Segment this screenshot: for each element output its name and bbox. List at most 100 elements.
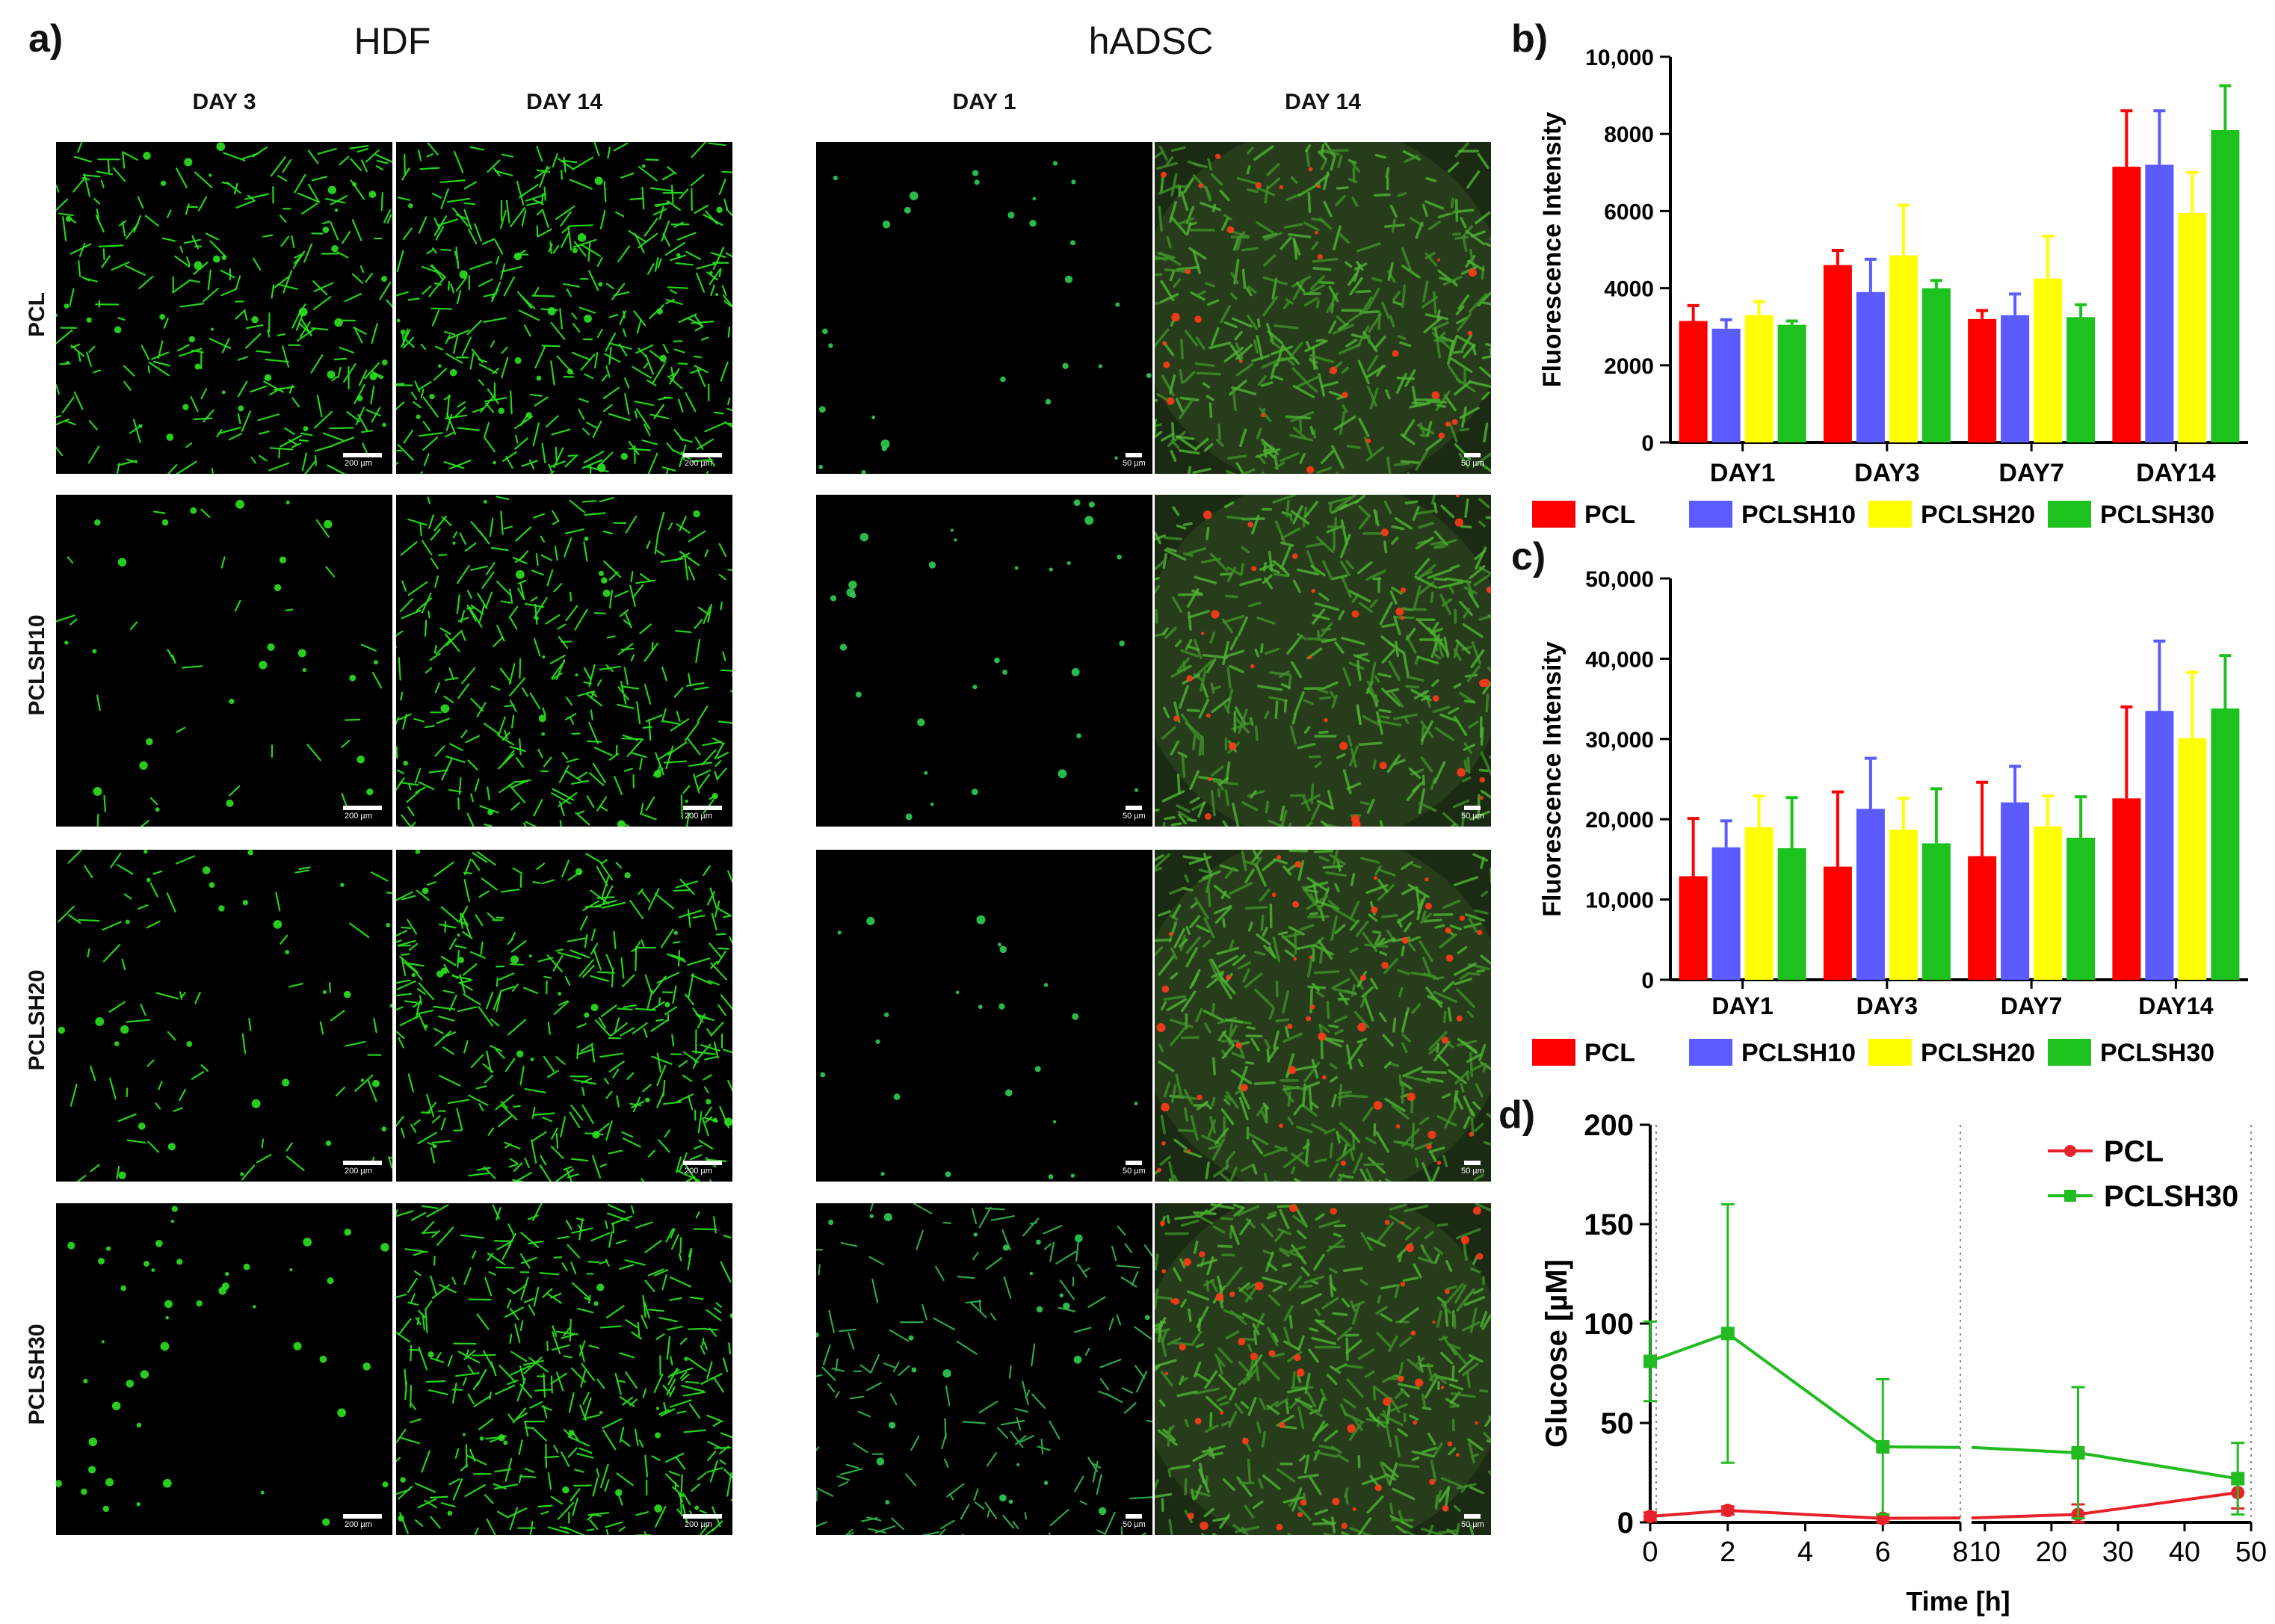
bar — [1921, 843, 1951, 980]
group-title-hdf: HDF — [354, 20, 431, 62]
scale-bar — [1126, 1514, 1142, 1519]
data-point — [1720, 1327, 1735, 1341]
scale-bar-label: 200 µm — [345, 812, 372, 821]
y-tick-label: 4000 — [1604, 277, 1654, 302]
category-label: DAY14 — [2136, 459, 2216, 487]
panel-b-letter: b) — [1511, 17, 1549, 61]
data-point — [2231, 1472, 2245, 1486]
group-title-hadsc: hADSC — [1088, 20, 1214, 62]
y-tick-label: 0 — [1641, 431, 1654, 456]
micrograph-image — [56, 1203, 392, 1535]
panel-d-letter: d) — [1498, 1093, 1536, 1137]
column-title-hadsc-day1: DAY 1 — [952, 90, 1016, 114]
scale-bar — [343, 453, 382, 457]
scale-bar-label: 200 µm — [345, 459, 372, 468]
legend-marker — [2064, 1190, 2076, 1202]
legend-label: PCL — [1584, 1039, 1635, 1067]
scale-bar-label: 200 µm — [345, 1520, 372, 1529]
bar — [2145, 711, 2174, 980]
legend-label: PCLSH30 — [2104, 1180, 2238, 1213]
bar — [2145, 164, 2174, 443]
bar — [1823, 265, 1852, 442]
micrograph-image — [396, 142, 732, 474]
bar — [2178, 738, 2207, 980]
y-tick-label: 2000 — [1604, 354, 1654, 379]
data-point — [1643, 1510, 1657, 1524]
legend-swatch — [1689, 1039, 1732, 1066]
y-tick-label: 10,000 — [1585, 889, 1654, 913]
legend-label: PCLSH10 — [1741, 501, 1856, 529]
scale-bar-label: 200 µm — [685, 1167, 712, 1176]
scale-bar — [1464, 453, 1481, 457]
legend-label: PCLSH20 — [1921, 501, 2035, 529]
scale-bar — [343, 1161, 382, 1165]
micrograph-image — [396, 1203, 732, 1535]
bar — [2066, 317, 2096, 442]
x-tick-label: 2 — [1720, 1537, 1735, 1568]
row-title-pclsh10: PCLSH10 — [25, 614, 49, 716]
category-label: DAY3 — [1856, 992, 1918, 1019]
bar — [1856, 291, 1885, 442]
legend-swatch — [1689, 501, 1732, 528]
chart-c-fluorescence-bars: 0 10,000 20,000 30,000 40,000 50,000 Fluoresce… — [1532, 567, 2248, 1067]
legend-label: PCL — [2104, 1135, 2164, 1168]
micrograph-image — [396, 850, 732, 1182]
scale-bar — [683, 1161, 722, 1165]
y-tick-label: 6000 — [1604, 200, 1654, 224]
y-tick-label: 50,000 — [1585, 567, 1654, 592]
scale-bar-label: 200 µm — [685, 812, 712, 821]
scale-bar — [1464, 1514, 1481, 1519]
bar — [2034, 278, 2063, 442]
y-tick-label: 150 — [1584, 1208, 1634, 1241]
bar — [1777, 324, 1806, 442]
data-point — [1720, 1504, 1735, 1518]
y-tick-label: 40,000 — [1585, 647, 1654, 672]
bar — [2211, 708, 2240, 980]
bar — [2178, 212, 2207, 442]
category-label: DAY7 — [2001, 992, 2062, 1019]
scale-bar — [1464, 1161, 1481, 1165]
x-tick-label: 4 — [1797, 1537, 1813, 1568]
bar — [1823, 866, 1852, 980]
scale-bar — [683, 806, 722, 810]
bar — [2112, 798, 2141, 980]
bar — [1744, 315, 1774, 442]
column-title-hdf-day3: DAY 3 — [192, 90, 256, 114]
micrograph-image — [816, 495, 1152, 827]
x-axis-label: Time [h] — [1906, 1586, 2010, 1617]
y-tick-label: 50 — [1601, 1407, 1635, 1440]
y-tick-label: 8000 — [1604, 123, 1654, 147]
scale-bar-label: 50 µm — [1461, 812, 1484, 821]
scale-bar-label: 50 µm — [1461, 1520, 1484, 1529]
data-point — [2071, 1445, 2085, 1460]
bar — [1889, 255, 1918, 442]
row-title-pclsh30: PCLSH30 — [25, 1324, 49, 1425]
x-tick-label: 8 — [1952, 1537, 1968, 1568]
x-tick-label: 10 — [1969, 1537, 2001, 1568]
bar — [1889, 830, 1918, 980]
micrograph-image — [1155, 850, 1491, 1182]
scale-bar — [1126, 1161, 1142, 1165]
category-label: DAY1 — [1710, 459, 1776, 487]
bar — [2066, 837, 2096, 980]
legend-marker — [2064, 1145, 2076, 1157]
chart-b-fluorescence-bars: 0 2000 4000 6000 8000 10,000 Fluorescence Inte… — [1532, 46, 2248, 529]
scale-bar — [683, 1514, 722, 1519]
scale-bar-label: 50 µm — [1461, 1167, 1484, 1176]
y-tick-label: 20,000 — [1585, 808, 1654, 833]
bar — [1856, 809, 1885, 980]
category-label: DAY3 — [1854, 459, 1920, 487]
micrograph-image — [56, 142, 392, 474]
legend-swatch — [1868, 1039, 1912, 1066]
y-tick-label: 100 — [1584, 1308, 1634, 1341]
scale-bar-label: 200 µm — [685, 1520, 712, 1529]
micrograph-image — [816, 850, 1152, 1182]
category-label: DAY14 — [2138, 992, 2213, 1019]
legend-label: PCLSH20 — [1921, 1039, 2035, 1067]
x-tick-label: 30 — [2102, 1537, 2134, 1568]
micrograph-image — [816, 142, 1152, 474]
scale-bar-label: 200 µm — [685, 459, 712, 468]
scale-bar-label: 50 µm — [1461, 459, 1484, 468]
data-point — [1876, 1439, 1890, 1454]
scale-bar — [1126, 453, 1142, 457]
